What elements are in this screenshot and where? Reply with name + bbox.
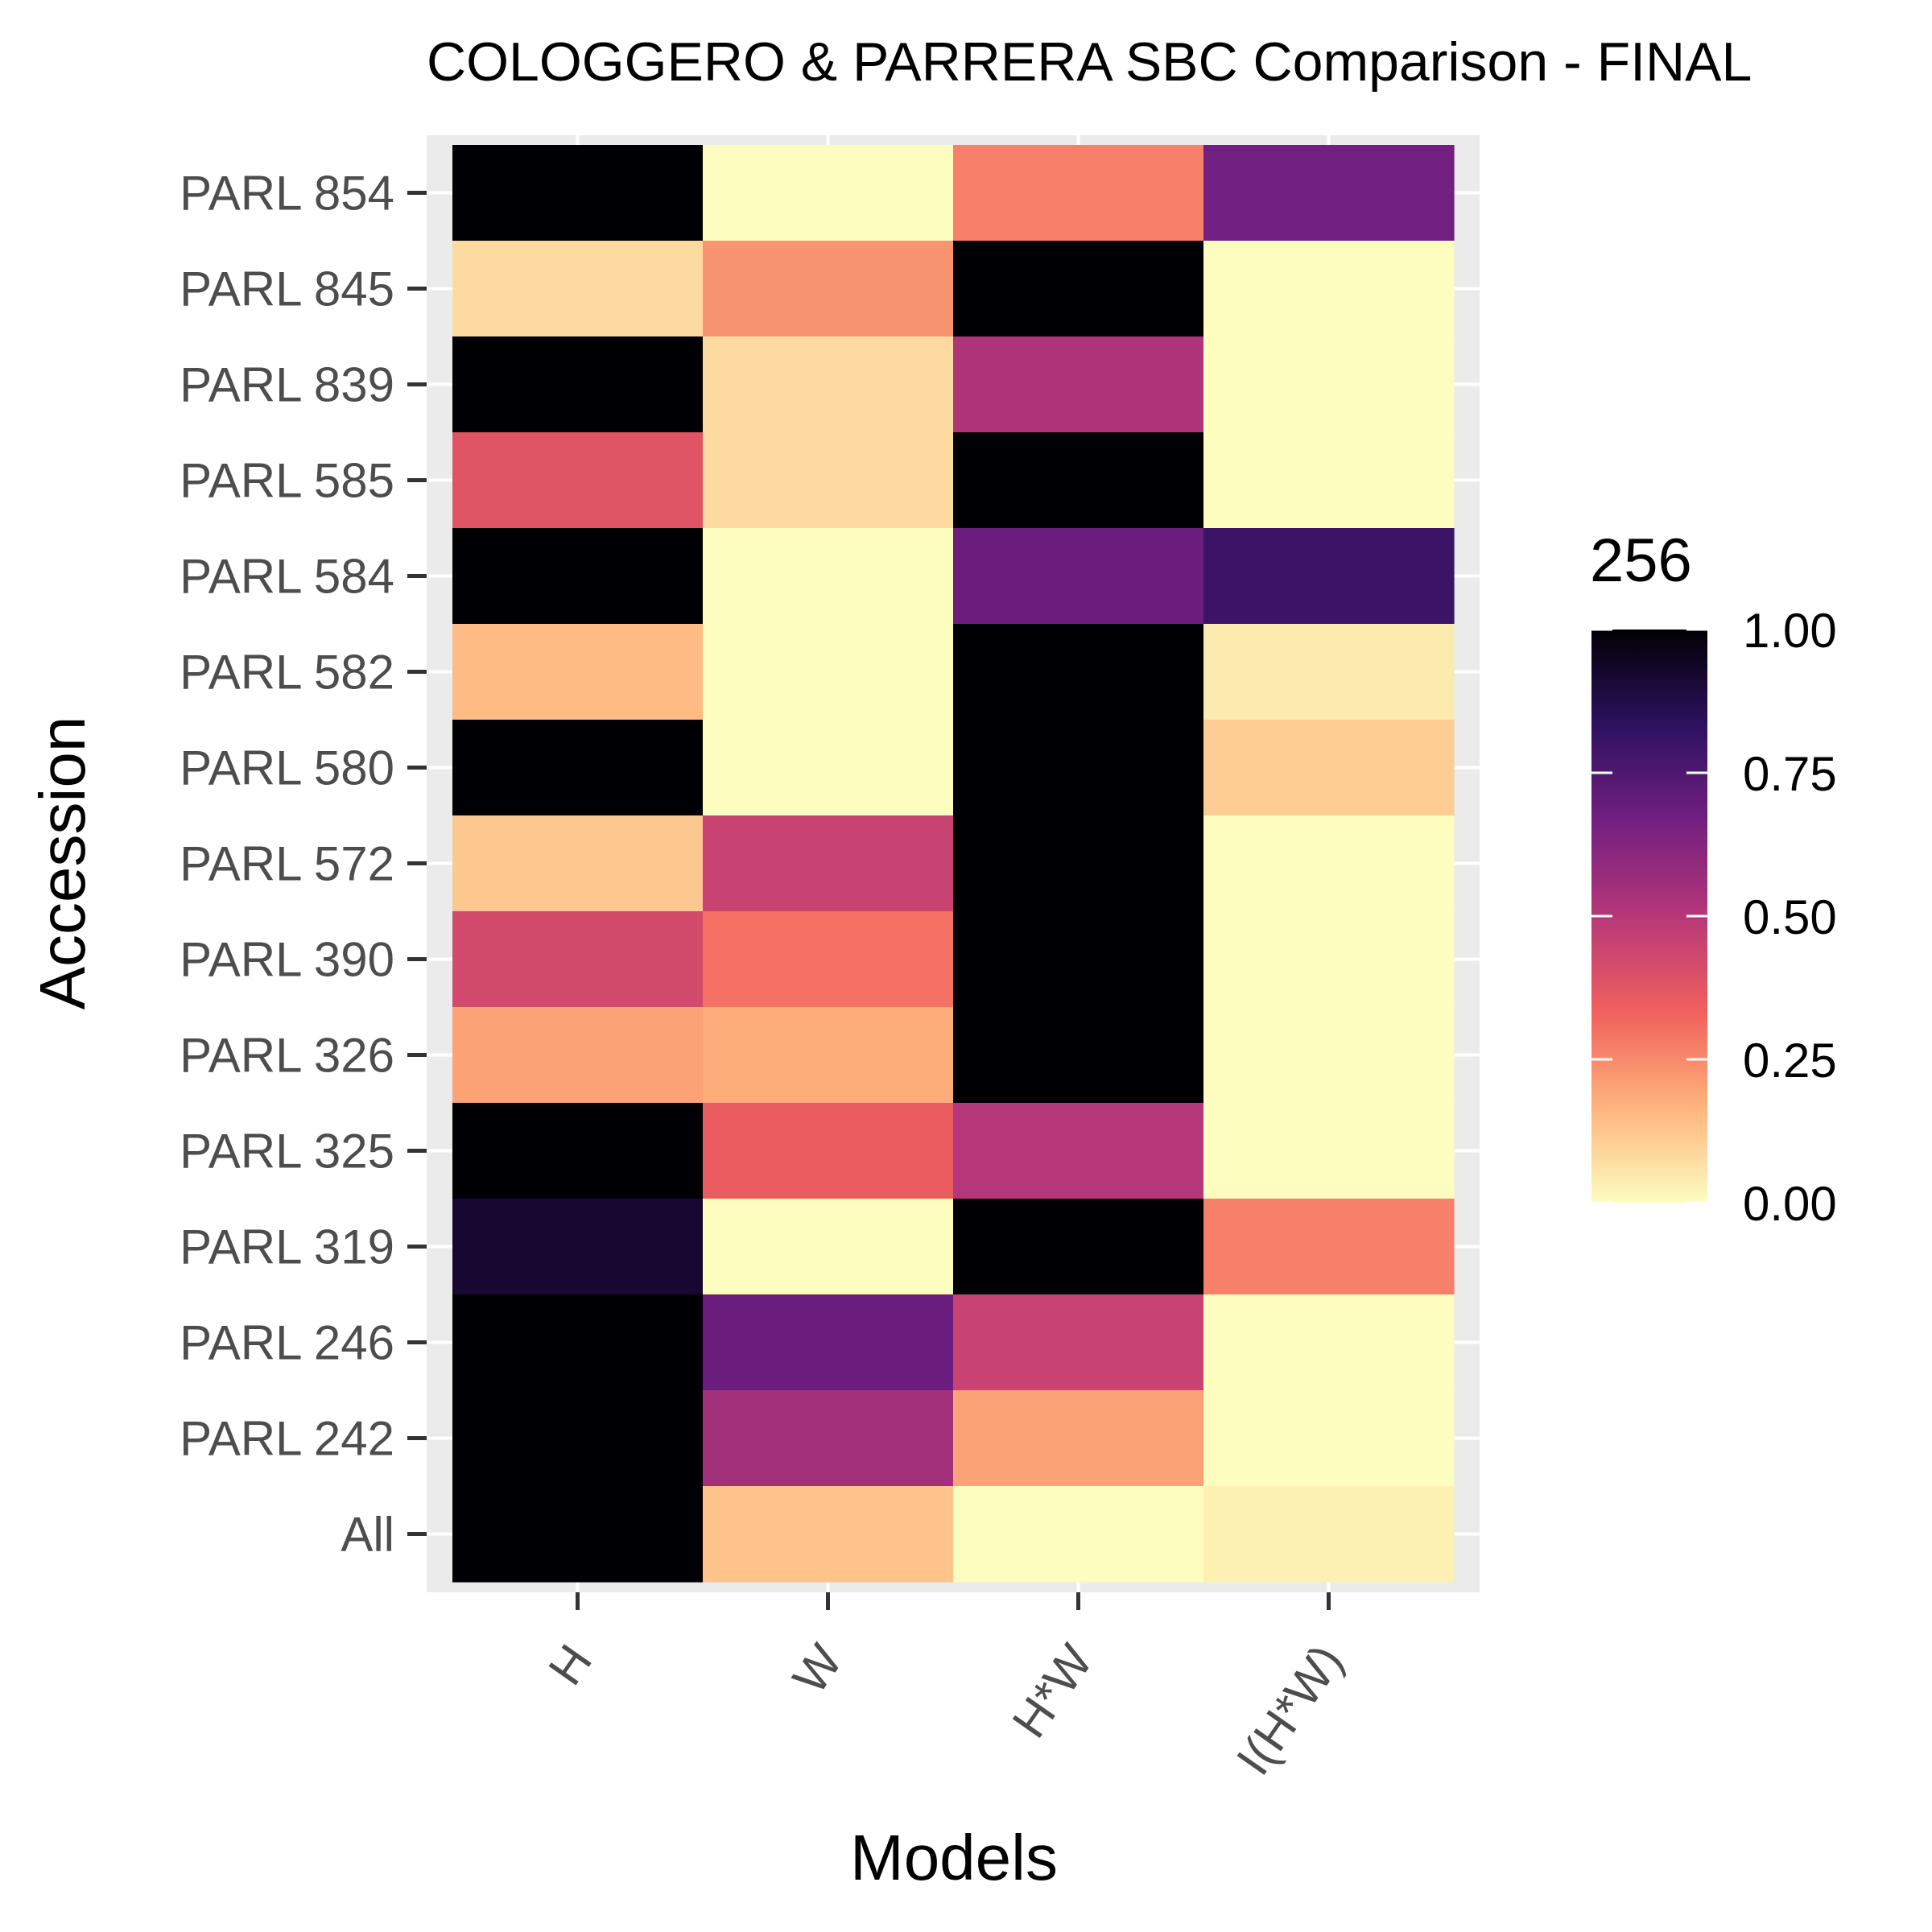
heatmap-cell-parl-582-h-w bbox=[953, 624, 1204, 720]
y-tick-label: PARL 242 bbox=[180, 1412, 394, 1466]
heatmap-cell-parl-854-i-h-w bbox=[1203, 145, 1455, 242]
heatmap-cell-parl-390-h bbox=[452, 911, 704, 1008]
heatmap-cell-parl-572-h bbox=[452, 815, 704, 912]
heatmap-cell-parl-580-h bbox=[452, 720, 704, 816]
chart-title: COLOGGERO & PARRERA SBC Comparison - FIN… bbox=[427, 31, 1752, 93]
heatmap-cell-parl-572-i-h-w bbox=[1203, 815, 1455, 912]
y-tick-label: PARL 326 bbox=[180, 1029, 394, 1083]
heatmap-cell-parl-584-w bbox=[703, 528, 954, 625]
heatmap-cell-parl-584-i-h-w bbox=[1203, 528, 1455, 625]
heatmap-cell-parl-242-h bbox=[452, 1390, 704, 1487]
y-tick-label: PARL 325 bbox=[180, 1125, 394, 1179]
heatmap-cell-parl-246-h bbox=[452, 1294, 704, 1391]
heatmap-cell-parl-242-h-w bbox=[953, 1390, 1204, 1487]
y-axis-title: Accession bbox=[27, 716, 98, 1010]
heatmap-cell-parl-854-h-w bbox=[953, 145, 1204, 242]
x-tick-label: H bbox=[538, 1635, 602, 1695]
heatmap-cell-parl-246-w bbox=[703, 1294, 954, 1391]
y-tick-label: PARL 845 bbox=[180, 262, 394, 316]
heatmap-cell-all-w bbox=[703, 1486, 954, 1583]
heatmap-cell-parl-390-h-w bbox=[953, 911, 1204, 1008]
heatmap-cell-parl-839-w bbox=[703, 336, 954, 433]
heatmap-cell-parl-325-h-w bbox=[953, 1103, 1204, 1199]
heatmap-cell-parl-246-i-h-w bbox=[1203, 1294, 1455, 1391]
heatmap-cell-parl-319-h bbox=[452, 1199, 704, 1295]
heatmap-cell-parl-839-i-h-w bbox=[1203, 336, 1455, 433]
heatmap-cell-parl-845-w bbox=[703, 241, 954, 337]
heatmap-cell-all-i-h-w bbox=[1203, 1486, 1455, 1583]
heatmap-cell-parl-582-w bbox=[703, 624, 954, 720]
color-legend: 256 0.00 0.25 0.50 0.75 1.00 bbox=[1590, 526, 1837, 1231]
heatmap-cell-parl-584-h-w bbox=[953, 528, 1204, 625]
y-tick-label: PARL 839 bbox=[180, 358, 394, 412]
heatmap-cell-parl-326-h-w bbox=[953, 1007, 1204, 1104]
y-tick-label: PARL 319 bbox=[180, 1220, 394, 1274]
heatmap-cell-parl-242-i-h-w bbox=[1203, 1390, 1455, 1487]
y-tick-label: PARL 854 bbox=[180, 167, 394, 221]
heatmap-cell-parl-580-h-w bbox=[953, 720, 1204, 816]
heatmap-cell-parl-246-h-w bbox=[953, 1294, 1204, 1391]
y-tick-label: PARL 582 bbox=[180, 646, 394, 700]
x-tick-label: H*W bbox=[1002, 1635, 1104, 1748]
heatmap-cell-parl-325-h bbox=[452, 1103, 704, 1199]
heatmap-cell-parl-580-i-h-w bbox=[1203, 720, 1455, 816]
heatmap-cell-parl-839-h-w bbox=[953, 336, 1204, 433]
y-tick-label: All bbox=[341, 1508, 394, 1562]
heatmap-cell-parl-390-i-h-w bbox=[1203, 911, 1455, 1008]
x-tick-label: W bbox=[782, 1635, 853, 1703]
heatmap-cell-parl-326-i-h-w bbox=[1203, 1007, 1455, 1104]
heatmap-cell-parl-585-w bbox=[703, 432, 954, 529]
heatmap-cell-parl-326-w bbox=[703, 1007, 954, 1104]
heatmap-cell-parl-580-w bbox=[703, 720, 954, 816]
heatmap-cells bbox=[452, 145, 1455, 1583]
heatmap-cell-parl-845-h bbox=[452, 241, 704, 337]
y-axis: PARL 854 PARL 845 PARL 839 PARL 585 PARL 584… bbox=[180, 167, 427, 1562]
heatmap-cell-parl-390-w bbox=[703, 911, 954, 1008]
heatmap-cell-all-h bbox=[452, 1486, 704, 1583]
y-tick-label: PARL 584 bbox=[180, 550, 394, 604]
heatmap-cell-parl-326-h bbox=[452, 1007, 704, 1104]
y-tick-label: PARL 246 bbox=[180, 1316, 394, 1370]
heatmap-cell-parl-845-i-h-w bbox=[1203, 241, 1455, 337]
legend-label: 0.00 bbox=[1743, 1177, 1837, 1231]
heatmap-cell-parl-572-w bbox=[703, 815, 954, 912]
y-tick-label: PARL 572 bbox=[180, 837, 394, 891]
heatmap-cell-parl-854-h bbox=[452, 145, 704, 242]
y-tick-label: PARL 390 bbox=[180, 933, 394, 987]
x-tick-label: I(H*W) bbox=[1226, 1635, 1353, 1785]
heatmap-cell-parl-582-h bbox=[452, 624, 704, 720]
heatmap-cell-all-h-w bbox=[953, 1486, 1204, 1583]
y-tick-label: PARL 580 bbox=[180, 741, 394, 795]
legend-label: 0.25 bbox=[1743, 1034, 1837, 1088]
heatmap-cell-parl-585-h bbox=[452, 432, 704, 529]
heatmap-cell-parl-582-i-h-w bbox=[1203, 624, 1455, 720]
x-axis: H W H*W I(H*W) bbox=[538, 1592, 1353, 1785]
heatmap-cell-parl-585-h-w bbox=[953, 432, 1204, 529]
legend-label: 0.50 bbox=[1743, 890, 1837, 944]
heatmap-cell-parl-325-w bbox=[703, 1103, 954, 1199]
heatmap-cell-parl-839-h bbox=[452, 336, 704, 433]
heatmap-cell-parl-572-h-w bbox=[953, 815, 1204, 912]
heatmap-cell-parl-584-h bbox=[452, 528, 704, 625]
y-tick-label: PARL 585 bbox=[180, 454, 394, 508]
x-axis-title: Models bbox=[850, 1822, 1058, 1893]
legend-label: 0.75 bbox=[1743, 747, 1837, 801]
heatmap-cell-parl-319-h-w bbox=[953, 1199, 1204, 1295]
heatmap-cell-parl-319-i-h-w bbox=[1203, 1199, 1455, 1295]
heatmap-cell-parl-319-w bbox=[703, 1199, 954, 1295]
heatmap-cell-parl-242-w bbox=[703, 1390, 954, 1487]
heatmap-cell-parl-845-h-w bbox=[953, 241, 1204, 337]
legend-label: 1.00 bbox=[1743, 604, 1837, 658]
heatmap-cell-parl-325-i-h-w bbox=[1203, 1103, 1455, 1199]
heatmap-cell-parl-585-i-h-w bbox=[1203, 432, 1455, 529]
legend-title: 256 bbox=[1590, 526, 1692, 595]
heatmap-cell-parl-854-w bbox=[703, 145, 954, 242]
